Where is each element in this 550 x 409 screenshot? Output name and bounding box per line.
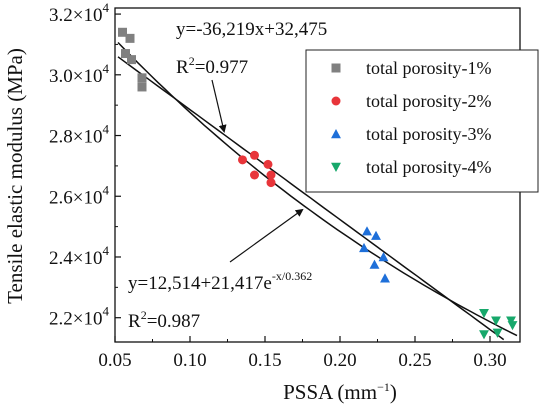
data-points xyxy=(118,27,518,340)
data-point-series-4 xyxy=(479,330,489,340)
legend-marker-4 xyxy=(331,162,341,172)
data-point-series-3 xyxy=(378,252,389,262)
legend-label-3: total porosity-3% xyxy=(366,124,491,144)
y-tick-label: 2.4×104 xyxy=(49,243,109,269)
x-tick-label: 0.15 xyxy=(248,350,281,371)
x-tick-label: 0.20 xyxy=(323,350,356,371)
exp-fit-arrow xyxy=(229,208,304,263)
data-point-series-2 xyxy=(250,150,259,160)
x-axis: 0.05 0.10 0.15 0.20 0.25 0.30 xyxy=(98,336,507,371)
linear-fit-line xyxy=(117,56,505,341)
fit-lines xyxy=(117,41,518,341)
exp-fit-equation: y=12,514+21,417e-x/0.362 xyxy=(128,269,312,294)
legend-marker-2 xyxy=(331,96,341,106)
y-tick-label: 2.8×104 xyxy=(49,122,109,148)
legend: total porosity-1% total porosity-2% total … xyxy=(305,49,539,193)
data-point-series-3 xyxy=(362,226,372,236)
data-point-series-1 xyxy=(118,27,127,37)
legend-marker-1 xyxy=(331,63,341,73)
data-point-series-3 xyxy=(380,273,390,283)
data-point-series-2 xyxy=(250,170,259,180)
data-point-series-3 xyxy=(359,242,369,253)
legend-label-4: total porosity-4% xyxy=(366,157,491,177)
linear-fit-arrow xyxy=(211,79,227,133)
exp-fit-r2: R2=0.987 xyxy=(128,308,200,332)
x-tick-label: 0.25 xyxy=(398,350,431,371)
data-point-series-3 xyxy=(371,230,381,240)
legend-label-2: total porosity-2% xyxy=(366,91,491,111)
data-point-series-2 xyxy=(266,178,276,188)
data-point-series-2 xyxy=(263,159,273,169)
y-axis-title: Tensile elastic modulus (MPa) xyxy=(3,48,27,304)
data-point-series-4 xyxy=(479,308,489,319)
data-point-series-2 xyxy=(238,155,247,165)
y-tick-label: 2.2×104 xyxy=(49,304,109,330)
data-point-series-1 xyxy=(121,49,130,59)
exp-fit-line xyxy=(117,41,518,337)
x-axis-title: PSSA (mm−1) xyxy=(283,380,397,404)
data-point-series-1 xyxy=(125,33,135,43)
data-point-series-4 xyxy=(507,321,518,331)
y-axis: 2.2×104 2.4×104 2.6×104 2.8×104 3.0×104 3.2×1… xyxy=(49,0,121,330)
linear-fit-equation: y=-36,219x+32,475 xyxy=(176,19,327,40)
y-tick-label: 3.2×104 xyxy=(49,0,109,26)
y-tick-label: 2.6×104 xyxy=(49,182,109,208)
x-tick-label: 0.05 xyxy=(98,350,131,371)
x-tick-label: 0.30 xyxy=(473,350,506,371)
data-point-series-3 xyxy=(369,259,380,269)
data-point-series-1 xyxy=(137,73,147,83)
x-tick-label: 0.10 xyxy=(173,350,206,371)
data-point-series-4 xyxy=(492,328,503,338)
data-point-series-1 xyxy=(137,82,147,92)
legend-label-1: total porosity-1% xyxy=(366,58,491,78)
legend-box xyxy=(305,49,539,193)
data-point-series-4 xyxy=(491,316,501,326)
y-tick-label: 3.0×104 xyxy=(49,61,109,87)
legend-marker-3 xyxy=(331,129,341,139)
data-point-series-2 xyxy=(266,170,276,180)
exp-fit-annotation: y=12,514+21,417e-x/0.362 R2=0.987 xyxy=(128,208,312,332)
linear-fit-annotation: y=-36,219x+32,475 R2=0.977 xyxy=(176,19,327,133)
data-point-series-1 xyxy=(127,55,136,65)
linear-fit-r2: R2=0.977 xyxy=(176,54,248,78)
